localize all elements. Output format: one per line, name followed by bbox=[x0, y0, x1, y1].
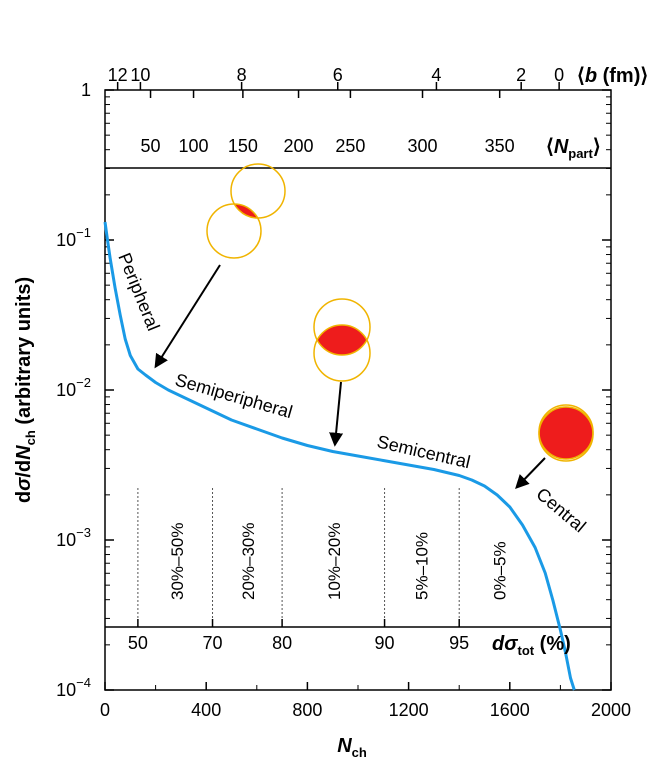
y-axis-ticks: 10−4 10−3 10−2 10−1 1 bbox=[56, 80, 611, 700]
b-tick-label: 12 bbox=[108, 65, 128, 85]
b-tick-label: 10 bbox=[130, 65, 150, 85]
centrality-bin-label: 10%–20% bbox=[325, 522, 344, 600]
b-tick-label: 4 bbox=[431, 65, 441, 85]
centrality-dividers bbox=[137, 488, 460, 619]
b-tick-label: 2 bbox=[516, 65, 526, 85]
npart-tick-label: 50 bbox=[141, 136, 161, 156]
collision-illustration-peripheral bbox=[206, 163, 286, 259]
y-axis-title: dσ/dNch (arbitrary units) bbox=[13, 277, 38, 503]
region-label-semicentral: Semicentral bbox=[375, 431, 472, 472]
arrow-peripheral bbox=[154, 264, 221, 369]
npart-tick-label: 350 bbox=[485, 136, 515, 156]
npart-tick-label: 200 bbox=[284, 136, 314, 156]
x-tick-label: 400 bbox=[191, 700, 221, 720]
npart-tick-label: 300 bbox=[407, 136, 437, 156]
npart-tick-label: 150 bbox=[228, 136, 258, 156]
centrality-bin-labels: 30%–50% 20%–30% 10%–20% 5%–10% 0%–5% bbox=[168, 522, 510, 600]
region-label-central: Central bbox=[532, 484, 589, 537]
y-tick-label: 10−1 bbox=[56, 225, 91, 250]
x-tick-label: 1200 bbox=[389, 700, 429, 720]
pct-tick-label: 50 bbox=[128, 633, 148, 653]
y-tick-label: 1 bbox=[81, 80, 91, 100]
x-tick-label: 0 bbox=[100, 700, 110, 720]
arrow-central bbox=[515, 457, 546, 490]
x-axis-title: Nch bbox=[337, 735, 367, 760]
centrality-bin-label: 5%–10% bbox=[412, 532, 431, 600]
y-tick-label: 10−2 bbox=[56, 375, 91, 400]
b-tick-label: 0 bbox=[554, 65, 564, 85]
b-axis-title: ⟨b (fm)⟩ bbox=[577, 65, 648, 87]
cross-section-percent-axis: 50 70 80 90 95 bbox=[128, 619, 469, 653]
x-tick-label: 800 bbox=[292, 700, 322, 720]
centrality-bin-label: 0%–5% bbox=[491, 541, 510, 600]
x-tick-label: 2000 bbox=[591, 700, 631, 720]
b-tick-label: 6 bbox=[333, 65, 343, 85]
impact-parameter-axis: 12 10 8 6 4 2 0 bbox=[108, 65, 564, 90]
pct-tick-label: 70 bbox=[203, 633, 223, 653]
npart-tick-label: 100 bbox=[179, 136, 209, 156]
collision-illustration-central bbox=[538, 404, 594, 462]
region-label-semiperipheral: Semiperipheral bbox=[173, 370, 295, 423]
pct-tick-label: 90 bbox=[375, 633, 395, 653]
series-line-dsigma-dnch bbox=[103, 221, 576, 691]
npart-axis-title: ⟨Npart⟩ bbox=[546, 136, 601, 161]
pct-tick-label: 80 bbox=[272, 633, 292, 653]
y-tick-label: 10−4 bbox=[56, 675, 91, 700]
collision-illustration-semicentral bbox=[313, 298, 371, 382]
npart-tick-label: 250 bbox=[335, 136, 365, 156]
arrow-semicentral bbox=[329, 381, 344, 447]
x-axis-ticks: 0 400 800 1200 1600 2000 bbox=[100, 682, 631, 720]
pct-tick-label: 95 bbox=[449, 633, 469, 653]
centrality-bin-label: 30%–50% bbox=[168, 522, 187, 600]
npart-axis: 50 100 150 200 250 300 350 bbox=[141, 90, 515, 156]
y-tick-label: 10−3 bbox=[56, 525, 91, 550]
b-tick-label: 8 bbox=[237, 65, 247, 85]
centrality-bin-label: 20%–30% bbox=[239, 522, 258, 600]
pct-axis-title: dσtot (%) bbox=[492, 633, 571, 658]
x-tick-label: 1600 bbox=[490, 700, 530, 720]
